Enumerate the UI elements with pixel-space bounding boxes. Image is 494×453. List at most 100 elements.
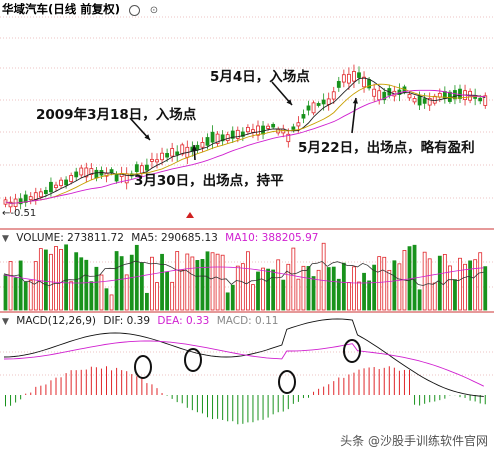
- volume-bar: [447, 265, 452, 311]
- candle-body: [483, 95, 488, 106]
- volume-collapse-icon[interactable]: ▼: [2, 234, 9, 244]
- volume-bar: [215, 253, 220, 311]
- candle-body: [478, 97, 483, 102]
- volume-ma10: MA10: 388205.97: [225, 232, 319, 244]
- candle-body: [235, 129, 240, 139]
- candle-body: [155, 159, 159, 163]
- volume-bar: [225, 292, 230, 311]
- macd-dea-line: [3, 340, 484, 387]
- candle-body: [49, 181, 53, 193]
- candle-body: [432, 95, 437, 104]
- candle-body: [357, 72, 361, 78]
- volume-bar: [210, 252, 215, 311]
- volume-bar: [316, 269, 321, 311]
- volume-bar: [89, 281, 94, 311]
- volume-bar: [245, 251, 250, 311]
- moving-average-line: [5, 83, 486, 204]
- volume-bar: [33, 261, 38, 311]
- candle-body: [261, 125, 265, 135]
- volume-bar: [458, 257, 462, 311]
- candle-body: [44, 190, 48, 195]
- volume-bar: [69, 281, 74, 311]
- candle-body: [8, 201, 13, 208]
- volume-bar: [8, 261, 13, 311]
- volume-bar: [397, 263, 402, 311]
- candle-body: [23, 194, 28, 203]
- volume-bar: [463, 263, 467, 311]
- candle-body: [346, 73, 351, 84]
- candle-body: [38, 191, 43, 198]
- candle-body: [64, 179, 68, 186]
- volume-bar: [160, 253, 164, 311]
- candle-body: [372, 88, 377, 97]
- candle-body: [417, 96, 422, 106]
- candle-body: [336, 81, 341, 88]
- expand-icon[interactable]: ⊙: [149, 5, 159, 16]
- volume-bar: [180, 269, 185, 311]
- candle-body: [240, 131, 245, 137]
- candle-body: [210, 131, 215, 143]
- volume-bar: [346, 282, 351, 311]
- volume-bar: [256, 271, 260, 311]
- volume-bar: [139, 262, 144, 311]
- candle-body: [74, 171, 79, 178]
- candle-body: [447, 91, 452, 102]
- volume-bar: [473, 259, 478, 311]
- candle-body: [271, 123, 276, 128]
- candle-body: [301, 114, 306, 119]
- annotation-arrowhead: [352, 98, 358, 104]
- volume-bar: [276, 259, 281, 311]
- annotation-arrow: [351, 97, 357, 134]
- moving-average-line: [5, 77, 486, 204]
- candle-body: [306, 105, 311, 111]
- candle-body: [245, 126, 250, 133]
- crossover-circle: [278, 370, 296, 394]
- candle-body: [79, 167, 84, 176]
- volume-bar: [422, 251, 427, 311]
- price-panel-header: 华域汽车(日线 前复权) ⊙: [2, 2, 162, 18]
- candle-body: [18, 198, 23, 205]
- volume-bar: [367, 280, 372, 311]
- macd-dif: DIF: 0.39: [103, 315, 151, 327]
- candle-body: [84, 167, 89, 178]
- candle-body: [458, 88, 462, 99]
- volume-bar: [377, 256, 382, 311]
- annotation-arrowhead: [144, 134, 150, 140]
- volume-bar: [165, 271, 170, 311]
- candle-body: [331, 91, 336, 100]
- volume-bar: [64, 244, 68, 311]
- volume-bar: [200, 258, 205, 311]
- candle-body: [200, 142, 205, 148]
- macd-macd: MACD: 0.11: [216, 315, 279, 327]
- volume-bar: [54, 246, 58, 311]
- candle-body: [296, 122, 301, 127]
- volume-value: VOLUME: 273811.72: [16, 232, 124, 244]
- annotation-exit-1: 3月30日，出场点，持平: [134, 173, 284, 189]
- candle-body: [251, 129, 255, 133]
- volume-bar: [59, 249, 63, 311]
- candle-body: [89, 168, 94, 175]
- volume-bar: [306, 266, 311, 311]
- volume-bar: [124, 274, 129, 311]
- volume-bar: [261, 267, 265, 311]
- candle-body: [321, 99, 326, 105]
- candle-body: [195, 144, 200, 150]
- volume-bar: [134, 244, 139, 311]
- volume-bar: [286, 263, 291, 311]
- volume-bar: [150, 256, 154, 311]
- candle-body: [230, 130, 235, 139]
- volume-bar: [326, 267, 331, 311]
- low-price-label: ←-0.51: [2, 208, 36, 219]
- annotation-arrowhead: [286, 99, 292, 105]
- volume-bar: [427, 258, 432, 311]
- volume-bar: [185, 253, 190, 311]
- volume-bar: [478, 252, 483, 311]
- candle-body: [205, 137, 210, 146]
- settings-icon[interactable]: [129, 4, 141, 16]
- macd-collapse-icon[interactable]: ▼: [2, 317, 9, 327]
- candle-body: [150, 158, 154, 162]
- candle-body: [134, 164, 139, 172]
- volume-bar: [341, 262, 346, 311]
